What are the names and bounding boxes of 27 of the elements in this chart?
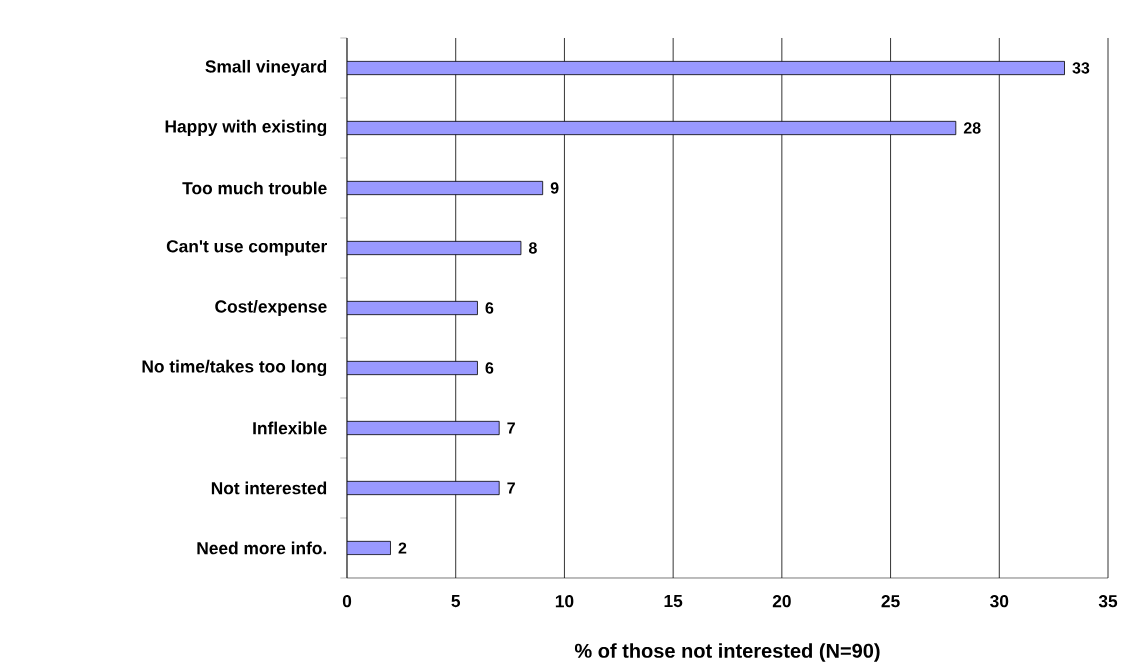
data-label: 6	[485, 362, 494, 374]
y-tick-label: Not interested	[211, 481, 327, 495]
x-tick-label: 15	[664, 595, 683, 608]
x-tick-label: 10	[555, 595, 574, 608]
data-label: 8	[528, 242, 537, 254]
data-label: 9	[550, 182, 559, 194]
data-label: 7	[507, 482, 515, 494]
y-tick-label: Happy with existing	[165, 120, 327, 137]
data-label: 28	[963, 122, 981, 134]
y-tick-label: Can't use computer	[166, 240, 327, 257]
data-label: 2	[398, 542, 407, 554]
x-tick-label: 5	[451, 595, 461, 608]
data-label: 7	[507, 422, 515, 434]
x-tick-label: 35	[1098, 595, 1118, 608]
data-label: 6	[485, 302, 494, 314]
y-tick-label: Cost/expense	[215, 300, 327, 317]
y-tick-label: Need more info.	[197, 541, 327, 555]
y-tick-label: Too much trouble	[182, 181, 327, 195]
x-tick-label: 0	[342, 595, 352, 608]
x-axis-title: % of those not interested (N=90)	[574, 643, 880, 663]
y-tick-label: No time/takes too long	[142, 360, 327, 377]
x-tick-label: 30	[990, 595, 1009, 608]
x-tick-label: 25	[881, 595, 900, 608]
x-tick-label: 20	[772, 595, 791, 608]
data-label: 33	[1072, 62, 1090, 74]
y-tick-label: Inflexible	[253, 421, 327, 435]
y-tick-label: Small vineyard	[205, 60, 327, 77]
